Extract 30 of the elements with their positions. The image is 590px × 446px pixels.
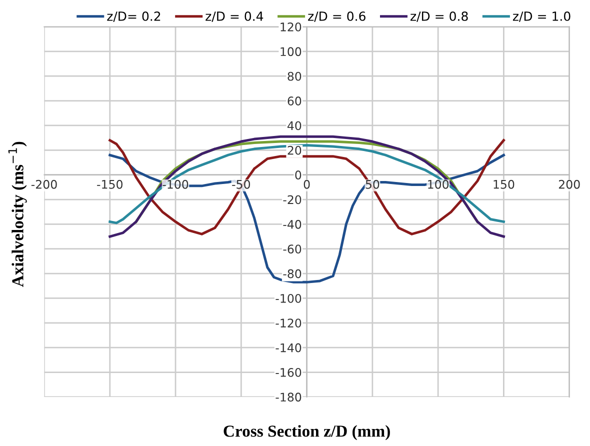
y-axis-title: Axialvelocity (ms$^{−1}$) xyxy=(8,142,27,287)
x-axis-title: Cross Section z/D (mm) xyxy=(224,425,390,440)
x-tick-label: 100 xyxy=(428,180,449,189)
y-tick-label: -100 xyxy=(276,294,302,303)
x-tick-label: 200 xyxy=(558,180,580,189)
y-tick-label: 100 xyxy=(280,47,302,56)
y-tick-label: -160 xyxy=(276,368,302,377)
y-tick-label: 80 xyxy=(288,72,302,81)
y-tick-label: -80 xyxy=(283,269,302,278)
y-tick-label: -20 xyxy=(283,195,302,204)
x-tick-label: 0 xyxy=(304,180,310,189)
y-tick-label: -120 xyxy=(276,318,302,328)
x-tick-label: -200 xyxy=(31,180,57,189)
y-tick-label: -140 xyxy=(276,343,302,352)
y-tick-label: 20 xyxy=(288,146,302,155)
y-tick-label: -180 xyxy=(276,392,302,402)
y-tick-label: 60 xyxy=(288,96,302,106)
x-tick-label: 50 xyxy=(366,180,380,189)
legend-label: z/D = 1.0 xyxy=(512,11,570,22)
y-tick-label: 120 xyxy=(280,22,302,32)
y-tick-label: -60 xyxy=(283,244,302,254)
x-tick-label: -150 xyxy=(97,180,122,189)
y-tick-label: 0 xyxy=(295,170,302,180)
legend-label: z/D = 0.8 xyxy=(410,11,468,22)
legend-label: z/D = 0.4 xyxy=(206,11,264,22)
legend-label: z/D= 0.2 xyxy=(107,11,160,22)
y-tick-label: -40 xyxy=(283,220,302,229)
y-tick-label: 40 xyxy=(287,121,302,130)
x-tick-label: 150 xyxy=(494,180,514,189)
legend-label: z/D = 0.6 xyxy=(308,11,366,22)
